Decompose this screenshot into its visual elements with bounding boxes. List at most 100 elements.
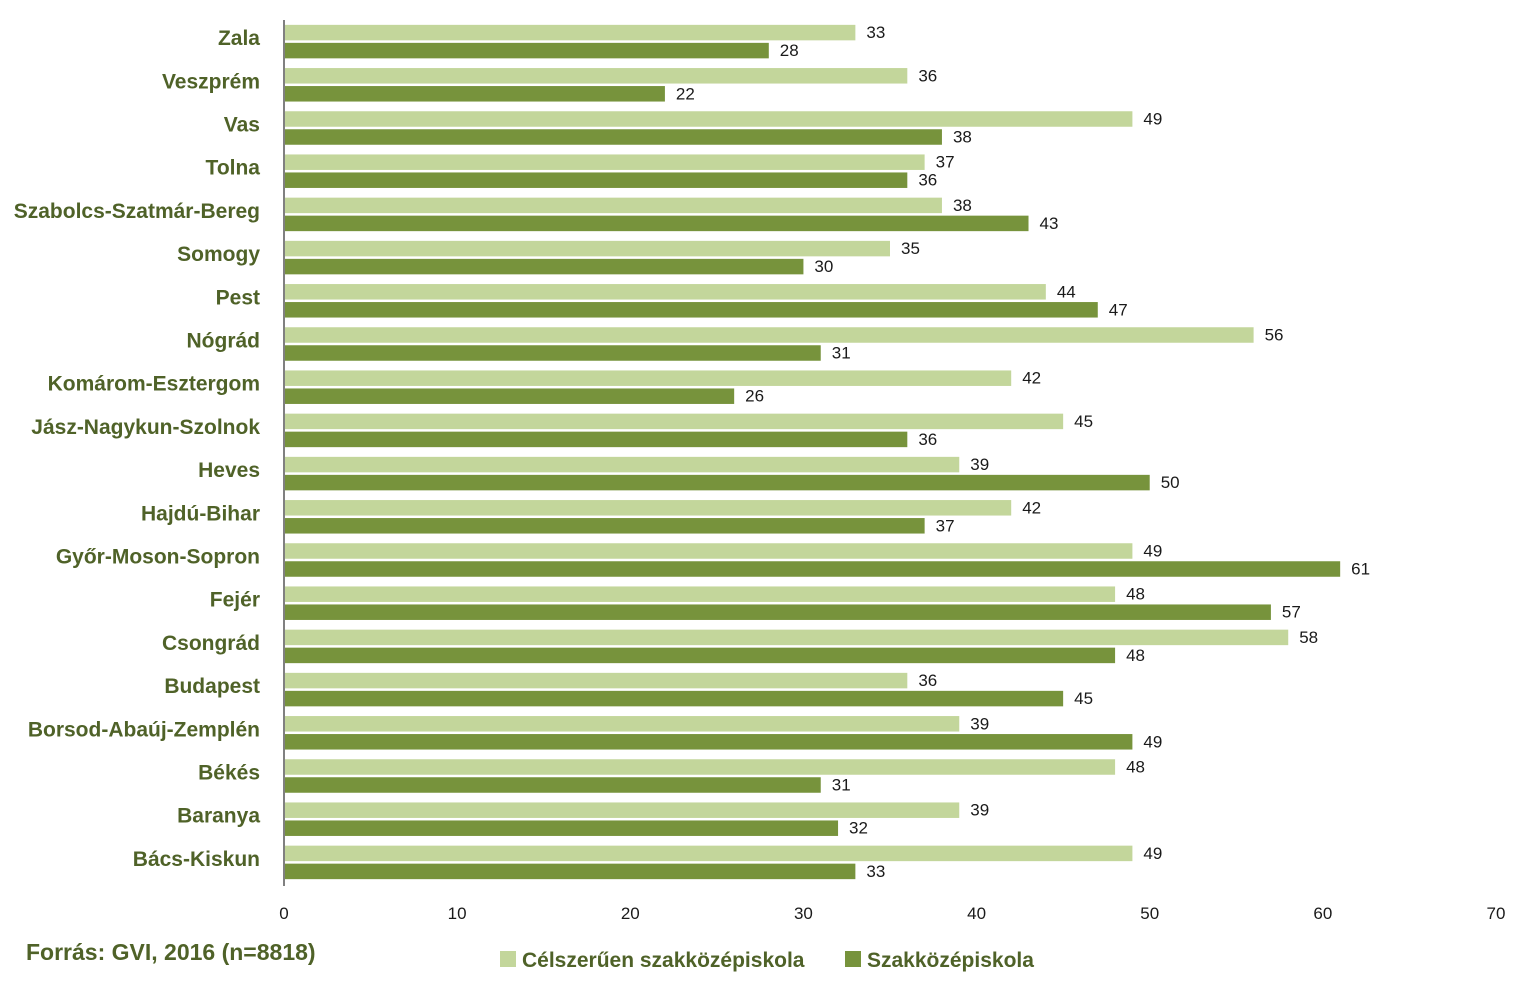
bar-szakkozep-szabolcs-szatmar-bereg bbox=[285, 215, 1029, 232]
bar-celszeruen-heves bbox=[285, 456, 960, 473]
value-label-szakkozep-jasz-nagykun-szolnok: 36 bbox=[918, 430, 937, 449]
bar-szakkozep-komarom-esztergom bbox=[285, 388, 735, 404]
bar-celszeruen-vas bbox=[285, 111, 1133, 127]
bar-szakkozep-zala bbox=[285, 42, 769, 59]
bar-celszeruen-szabolcs-szatmar-bereg bbox=[285, 197, 942, 214]
legend-swatch-szakkozep bbox=[845, 951, 861, 967]
bar-celszeruen-csongrad bbox=[285, 629, 1289, 646]
value-label-celszeruen-nograd: 56 bbox=[1265, 325, 1284, 344]
value-label-szakkozep-zala: 28 bbox=[780, 41, 799, 60]
bar-celszeruen-fejer bbox=[285, 586, 1116, 602]
bar-szakkozep-fejer bbox=[285, 604, 1271, 620]
bar-celszeruen-bacs-kiskun bbox=[285, 845, 1133, 862]
value-label-szakkozep-csongrad: 48 bbox=[1126, 646, 1145, 665]
value-label-celszeruen-vas: 49 bbox=[1143, 109, 1162, 128]
value-label-szakkozep-nograd: 31 bbox=[832, 343, 851, 362]
category-label-zala: Zala bbox=[218, 27, 260, 50]
value-label-celszeruen-somogy: 35 bbox=[901, 239, 920, 258]
category-label-veszprem: Veszprém bbox=[162, 70, 260, 93]
x-tick-label-40: 40 bbox=[967, 904, 986, 923]
value-label-celszeruen-veszprem: 36 bbox=[918, 66, 937, 85]
legend-label-szakkozep: Szakközépiskola bbox=[867, 949, 1034, 972]
category-label-budapest: Budapest bbox=[164, 675, 260, 698]
bar-szakkozep-somogy bbox=[285, 258, 804, 275]
bar-szakkozep-vas bbox=[285, 129, 942, 145]
bar-szakkozep-baranya bbox=[285, 820, 839, 836]
bars-layer bbox=[285, 24, 1341, 880]
category-label-csongrad: Csongrád bbox=[162, 632, 260, 655]
category-label-komarom-esztergom: Komárom-Esztergom bbox=[48, 373, 260, 396]
category-label-nograd: Nógrád bbox=[187, 330, 261, 353]
bar-szakkozep-bacs-kiskun bbox=[285, 863, 856, 880]
value-label-szakkozep-tolna: 36 bbox=[918, 171, 937, 190]
value-label-celszeruen-bekes: 48 bbox=[1126, 757, 1145, 776]
category-label-gyor-moson-sopron: Győr-Moson-Sopron bbox=[56, 546, 260, 569]
value-label-celszeruen-baranya: 39 bbox=[970, 801, 989, 820]
category-label-jasz-nagykun-szolnok: Jász-Nagykun-Szolnok bbox=[31, 416, 260, 439]
category-label-heves: Heves bbox=[198, 459, 260, 482]
value-label-szakkozep-baranya: 32 bbox=[849, 819, 868, 838]
value-label-celszeruen-tolna: 37 bbox=[936, 153, 955, 172]
bar-celszeruen-somogy bbox=[285, 240, 890, 257]
value-label-celszeruen-fejer: 48 bbox=[1126, 585, 1145, 604]
bar-szakkozep-veszprem bbox=[285, 86, 665, 102]
value-label-szakkozep-fejer: 57 bbox=[1282, 603, 1301, 622]
bar-celszeruen-baranya bbox=[285, 802, 960, 818]
bar-szakkozep-jasz-nagykun-szolnok bbox=[285, 431, 908, 448]
category-label-vas: Vas bbox=[224, 114, 260, 137]
bar-celszeruen-bekes bbox=[285, 759, 1116, 775]
bar-szakkozep-nograd bbox=[285, 345, 821, 361]
bar-szakkozep-bekes bbox=[285, 777, 821, 793]
value-label-szakkozep-veszprem: 22 bbox=[676, 84, 695, 103]
value-label-celszeruen-hajdu-bihar: 42 bbox=[1022, 498, 1041, 517]
bar-szakkozep-pest bbox=[285, 302, 1098, 318]
bar-celszeruen-nograd bbox=[285, 327, 1254, 343]
value-label-szakkozep-budapest: 45 bbox=[1074, 689, 1093, 708]
bar-celszeruen-pest bbox=[285, 284, 1046, 300]
bar-szakkozep-hajdu-bihar bbox=[285, 518, 925, 534]
bar-celszeruen-tolna bbox=[285, 154, 925, 170]
category-label-baranya: Baranya bbox=[177, 805, 260, 828]
value-label-celszeruen-jasz-nagykun-szolnok: 45 bbox=[1074, 412, 1093, 431]
bar-celszeruen-gyor-moson-sopron bbox=[285, 543, 1133, 559]
category-label-pest: Pest bbox=[216, 286, 260, 309]
category-label-fejer: Fejér bbox=[210, 589, 260, 612]
bar-szakkozep-csongrad bbox=[285, 647, 1116, 664]
x-tick-label-70: 70 bbox=[1487, 904, 1506, 923]
value-label-szakkozep-pest: 47 bbox=[1109, 300, 1128, 319]
category-label-somogy: Somogy bbox=[177, 243, 260, 266]
legend-swatch-celszeruen bbox=[500, 951, 516, 967]
x-tick-label-0: 0 bbox=[279, 904, 288, 923]
value-label-celszeruen-csongrad: 58 bbox=[1299, 628, 1318, 647]
value-label-celszeruen-gyor-moson-sopron: 49 bbox=[1143, 541, 1162, 560]
bar-celszeruen-veszprem bbox=[285, 68, 908, 84]
x-tick-label-50: 50 bbox=[1140, 904, 1159, 923]
x-tick-label-60: 60 bbox=[1313, 904, 1332, 923]
value-label-szakkozep-hajdu-bihar: 37 bbox=[936, 516, 955, 535]
category-label-szabolcs-szatmar-bereg: Szabolcs-Szatmár-Bereg bbox=[14, 200, 260, 223]
bar-szakkozep-heves bbox=[285, 474, 1150, 491]
category-label-borsod-abauj-zemplen: Borsod-Abaúj-Zemplén bbox=[28, 718, 260, 741]
x-axis-ticks: 0 10 20 30 40 50 60 70 bbox=[279, 904, 1505, 923]
x-tick-label-10: 10 bbox=[448, 904, 467, 923]
value-label-celszeruen-budapest: 36 bbox=[918, 671, 937, 690]
value-label-celszeruen-komarom-esztergom: 42 bbox=[1022, 369, 1041, 388]
value-label-celszeruen-borsod-abauj-zemplen: 39 bbox=[970, 714, 989, 733]
bar-celszeruen-borsod-abauj-zemplen bbox=[285, 716, 960, 732]
bar-celszeruen-budapest bbox=[285, 672, 908, 689]
bar-celszeruen-zala bbox=[285, 24, 856, 41]
value-label-szakkozep-gyor-moson-sopron: 61 bbox=[1351, 559, 1370, 578]
value-label-szakkozep-komarom-esztergom: 26 bbox=[745, 387, 764, 406]
bar-szakkozep-tolna bbox=[285, 172, 908, 188]
category-label-tolna: Tolna bbox=[206, 157, 261, 180]
legend: Célszerűen szakközépiskola Szakközépisko… bbox=[500, 949, 1034, 972]
x-tick-label-30: 30 bbox=[794, 904, 813, 923]
source-note: Forrás: GVI, 2016 (n=8818) bbox=[26, 939, 316, 965]
category-label-hajdu-bihar: Hajdú-Bihar bbox=[141, 502, 260, 525]
value-label-szakkozep-heves: 50 bbox=[1161, 473, 1180, 492]
value-label-celszeruen-szabolcs-szatmar-bereg: 38 bbox=[953, 196, 972, 215]
value-label-szakkozep-bacs-kiskun: 33 bbox=[866, 862, 885, 881]
